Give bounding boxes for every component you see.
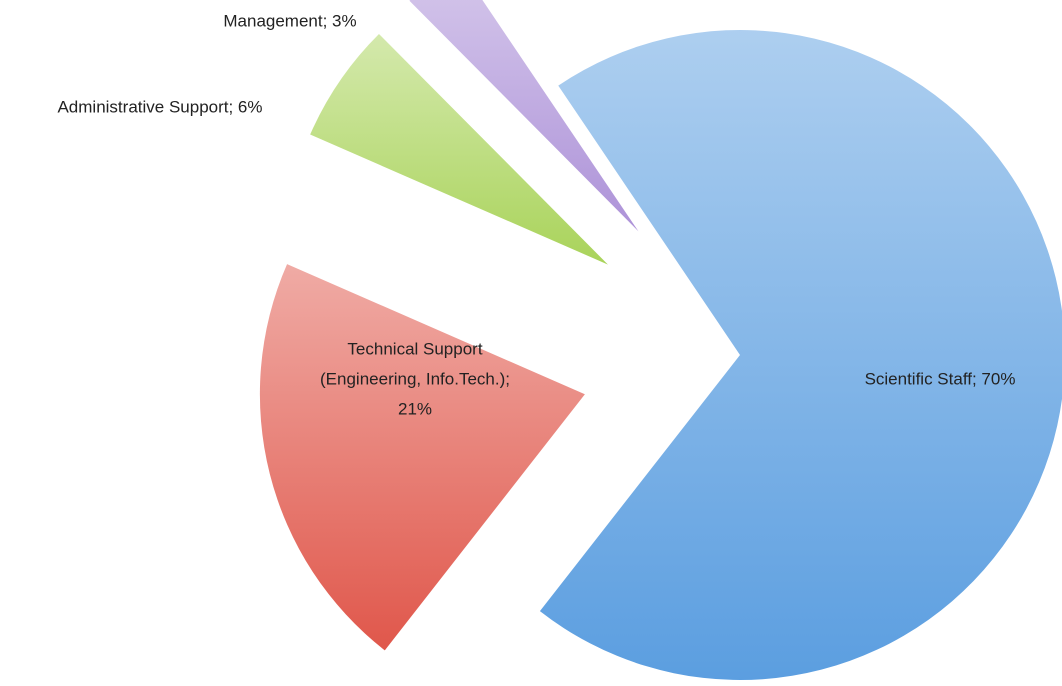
data-label: Administrative Support; 6% bbox=[57, 97, 262, 116]
data-label: (Engineering, Info.Tech.); bbox=[320, 369, 510, 388]
pie-slice bbox=[539, 30, 1062, 680]
pie-slice bbox=[409, 0, 639, 232]
data-label: Management; 3% bbox=[223, 11, 356, 30]
pie-slice bbox=[259, 264, 585, 651]
data-label: Scientific Staff; 70% bbox=[865, 369, 1016, 388]
pie-slice bbox=[310, 33, 608, 265]
data-label: 21% bbox=[398, 399, 432, 418]
data-label: Technical Support bbox=[347, 339, 482, 358]
